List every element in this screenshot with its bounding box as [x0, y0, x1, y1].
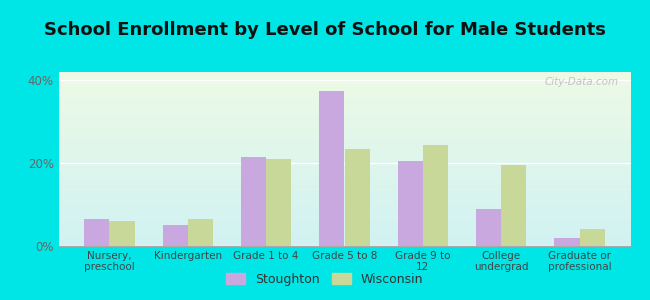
Legend: Stoughton, Wisconsin: Stoughton, Wisconsin — [222, 268, 428, 291]
Text: School Enrollment by Level of School for Male Students: School Enrollment by Level of School for… — [44, 21, 606, 39]
Text: City-Data.com: City-Data.com — [545, 77, 619, 87]
Bar — [344, 148, 370, 246]
Bar — [423, 145, 448, 246]
Bar — [241, 157, 266, 246]
Bar — [501, 165, 526, 246]
Bar — [84, 219, 109, 246]
Bar — [398, 161, 423, 246]
Bar — [162, 225, 188, 246]
Bar — [580, 230, 604, 246]
Bar — [266, 159, 291, 246]
Bar — [188, 219, 213, 246]
Bar — [476, 209, 501, 246]
Bar — [109, 221, 135, 246]
Bar — [319, 91, 344, 246]
Bar — [554, 238, 580, 246]
